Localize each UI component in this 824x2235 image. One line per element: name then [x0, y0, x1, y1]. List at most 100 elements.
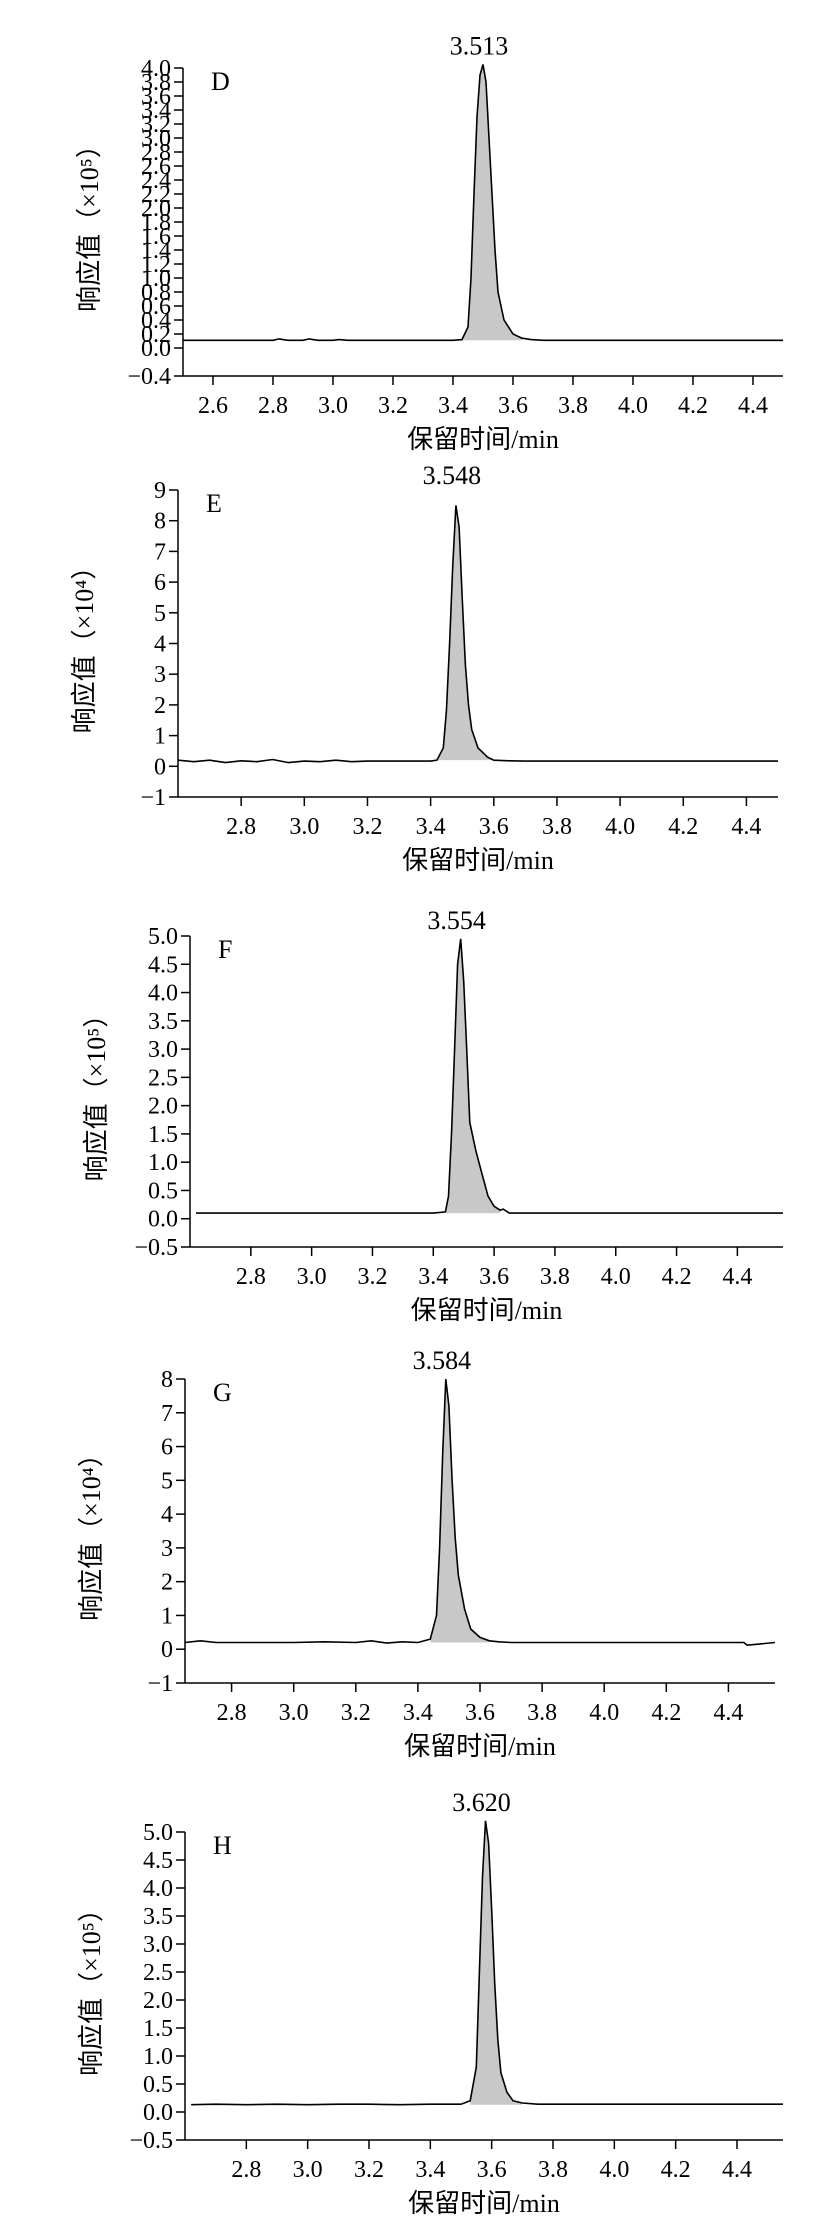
y-tick-label: 1.5	[143, 2016, 173, 2042]
x-axis-title: 保留时间/min	[402, 846, 554, 875]
y-tick-label: −1	[140, 785, 166, 811]
y-tick-label: 4.0	[148, 981, 178, 1007]
x-tick-label: 4.2	[678, 393, 708, 419]
peak-area	[436, 505, 494, 761]
panel-letter: E	[206, 489, 222, 518]
y-tick-label: 2	[161, 1570, 173, 1596]
y-tick-label: 3.6	[141, 84, 171, 110]
x-tick-label: 4.0	[605, 814, 635, 840]
y-tick-label: 4	[161, 1502, 173, 1528]
x-tick-label: 2.8	[226, 814, 256, 840]
x-tick-label: 4.4	[722, 2157, 752, 2183]
y-tick-label: 2.5	[148, 1065, 178, 1091]
chart-panel-h: −0.50.00.51.01.52.02.53.03.54.04.55.02.8…	[77, 1788, 783, 2218]
x-axis-title: 保留时间/min	[407, 425, 559, 454]
y-tick-label: 0.5	[148, 1178, 178, 1204]
y-tick-label: 8	[161, 1367, 173, 1393]
x-tick-label: 2.8	[258, 393, 288, 419]
y-tick-label: 3.5	[143, 1904, 173, 1930]
y-tick-label: −0.5	[129, 2128, 173, 2154]
x-tick-label: 3.4	[438, 393, 468, 419]
x-tick-label: 3.8	[542, 814, 572, 840]
y-tick-label: 5	[161, 1468, 173, 1494]
x-tick-label: 3.8	[540, 1264, 570, 1290]
x-axis-title: 保留时间/min	[404, 1732, 556, 1761]
trace-line	[177, 505, 778, 764]
x-tick-label: 2.8	[231, 2157, 261, 2183]
y-tick-label: 5.0	[148, 924, 178, 950]
x-tick-label: 4.4	[713, 1700, 743, 1726]
y-axis-title: 响应值（×10⁵）	[82, 1002, 111, 1182]
y-tick-label: 2.2	[141, 182, 171, 208]
y-tick-label: 1.0	[143, 2044, 173, 2070]
x-tick-label: 2.8	[217, 1700, 247, 1726]
chart-panel-f: −0.50.00.51.01.52.02.53.03.54.04.55.02.8…	[82, 906, 783, 1325]
peak-retention-label: 3.620	[452, 1788, 511, 1817]
y-tick-label: 9	[154, 478, 166, 504]
x-tick-label: 4.2	[651, 1700, 681, 1726]
y-tick-label: 1	[161, 1603, 173, 1629]
y-tick-label: 3.8	[141, 70, 171, 96]
y-axis-title: 响应值（×10⁴）	[77, 1441, 106, 1621]
x-tick-label: 4.0	[599, 2157, 629, 2183]
y-tick-label: 3.5	[148, 1009, 178, 1035]
y-tick-label: 7	[154, 539, 166, 565]
peak-area	[430, 1379, 490, 1643]
y-tick-label: −0.4	[127, 364, 171, 390]
trace-line	[183, 64, 783, 342]
y-tick-label: 0.5	[143, 2072, 173, 2098]
y-tick-label: 8	[154, 509, 166, 535]
y-tick-label: 3.0	[141, 126, 171, 152]
y-tick-label: 2.0	[143, 1988, 173, 2014]
x-tick-label: 3.8	[527, 1700, 557, 1726]
y-tick-label: 1.0	[141, 266, 171, 292]
peak-area	[470, 1820, 523, 2105]
y-tick-label: 0.0	[148, 1207, 178, 1233]
x-tick-label: 3.2	[357, 1264, 387, 1290]
panel-letter: F	[218, 935, 232, 964]
peak-retention-label: 3.513	[450, 32, 509, 61]
y-tick-label: 3	[154, 662, 166, 688]
x-tick-label: 4.4	[738, 393, 768, 419]
x-tick-label: 3.4	[403, 1700, 433, 1726]
chart-panel-d: −0.40.00.20.40.60.81.01.21.41.61.82.02.2…	[75, 32, 783, 454]
y-tick-label: 0.4	[141, 308, 171, 334]
y-tick-label: 0	[161, 1637, 173, 1663]
x-tick-label: 3.0	[293, 2157, 323, 2183]
trace-line	[191, 1820, 783, 2106]
x-tick-label: 3.2	[352, 814, 382, 840]
y-tick-label: 2.4	[141, 168, 171, 194]
y-tick-label: 2.0	[141, 196, 171, 222]
y-tick-label: 3.4	[141, 98, 171, 124]
y-tick-label: 0.0	[143, 2100, 173, 2126]
y-tick-label: 1	[154, 724, 166, 750]
x-tick-label: 3.6	[465, 1700, 495, 1726]
x-tick-label: 2.8	[236, 1264, 266, 1290]
chart-panel-g: −1 0 1 2 3 4 5 6 7 8 2.8 3.0 3.2 3.4 3.6 3.8 4.0 4.2 4.4 保留…	[77, 1346, 776, 1761]
y-axis-title: 响应值（×10⁵）	[77, 1896, 106, 2076]
x-tick-label: 3.0	[289, 814, 319, 840]
x-tick-label: 3.0	[279, 1700, 309, 1726]
y-tick-label: 3.0	[148, 1037, 178, 1063]
y-tick-label: 2.5	[143, 1960, 173, 1986]
x-tick-label: 3.6	[479, 814, 509, 840]
panel-letter: H	[213, 1831, 232, 1860]
peak-retention-label: 3.584	[413, 1346, 472, 1375]
trace-line	[184, 1378, 776, 1647]
y-tick-label: 0.6	[141, 294, 171, 320]
panel-letter: G	[213, 1378, 232, 1407]
y-tick-label: 2	[154, 693, 166, 719]
y-axis-title: 响应值（×10⁵）	[75, 132, 104, 312]
y-tick-label: 3.2	[141, 112, 171, 138]
y-tick-label: 3	[161, 1536, 173, 1562]
y-axis-title: 响应值（×10⁴）	[70, 554, 99, 734]
y-tick-label: 1.0	[148, 1150, 178, 1176]
y-tick-label: −0.5	[134, 1235, 178, 1261]
y-tick-label: 7	[161, 1401, 173, 1427]
trace-line	[196, 938, 783, 1214]
peak-retention-label: 3.548	[423, 461, 482, 490]
panel-letter: D	[211, 67, 230, 96]
x-tick-label: 3.0	[297, 1264, 327, 1290]
y-tick-label: 5.0	[143, 1820, 173, 1846]
x-tick-label: 4.4	[722, 1264, 752, 1290]
